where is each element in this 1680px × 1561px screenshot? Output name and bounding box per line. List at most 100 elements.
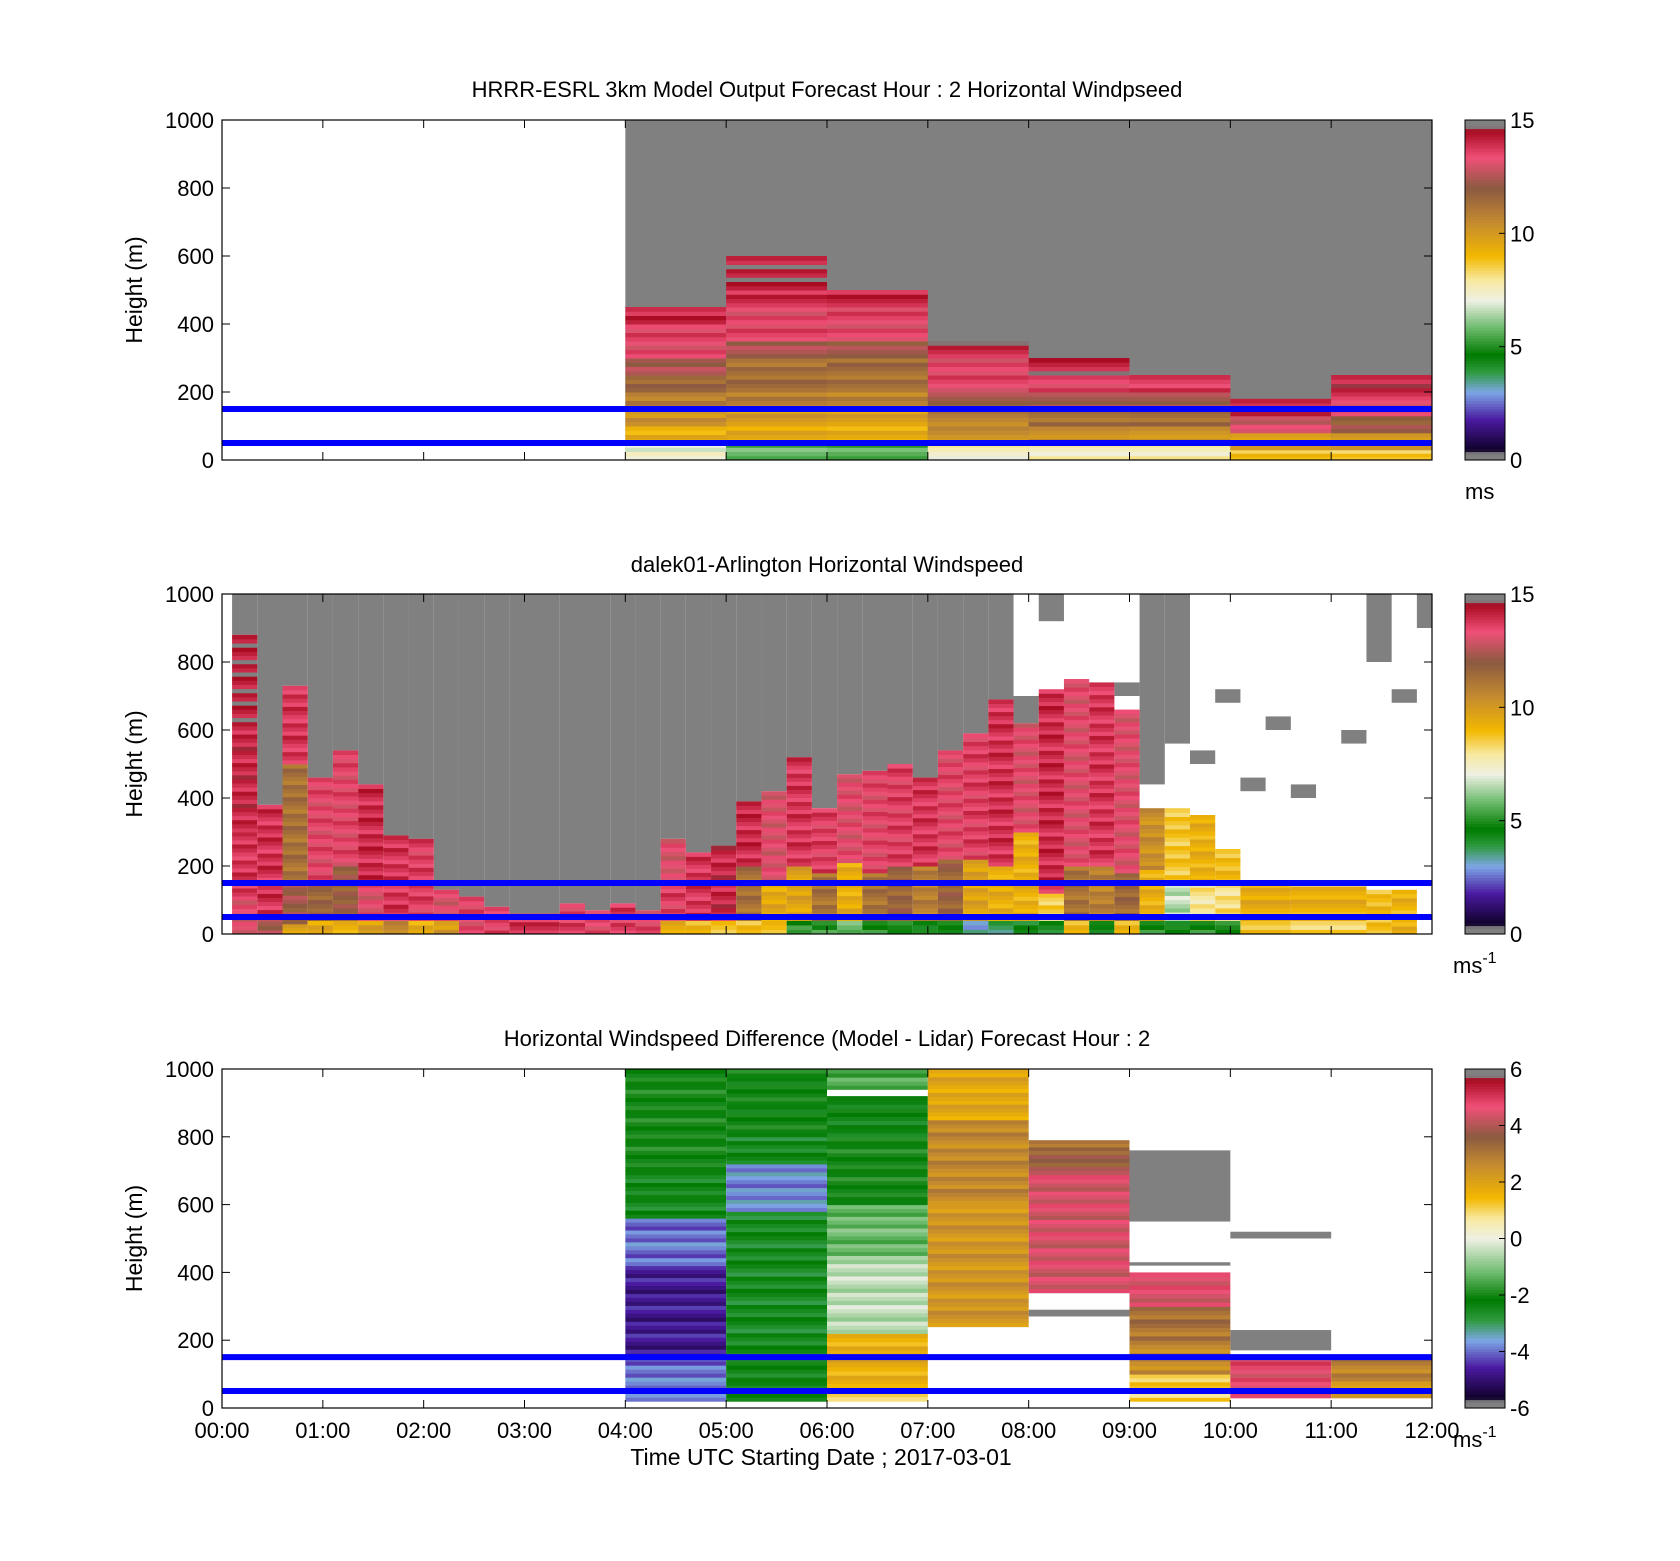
heatmap-cell [282, 911, 308, 917]
heatmap-cell [1028, 1195, 1130, 1200]
heatmap-cell [1139, 892, 1165, 898]
heatmap-cell [912, 899, 938, 905]
heatmap-cell [1139, 853, 1165, 858]
heatmap-cell [282, 907, 308, 913]
heatmap-cell [726, 447, 827, 452]
heatmap-cell [1129, 1297, 1231, 1303]
heatmap-cell [726, 281, 827, 287]
heatmap-cell [927, 1135, 1029, 1141]
heatmap-cell [1139, 836, 1165, 842]
heatmap-cell [827, 1308, 928, 1314]
heatmap-cell [988, 723, 1014, 729]
heatmap-cell [837, 870, 863, 876]
heatmap-cell [282, 870, 308, 876]
heatmap-cell [1028, 1247, 1130, 1253]
heatmap-cell [1139, 896, 1165, 902]
heatmap-cell [726, 311, 827, 316]
colorbar-swatch [1465, 667, 1505, 672]
colorbar-swatch [1465, 338, 1505, 342]
colorbar-swatch [1465, 1179, 1505, 1183]
colorbar-swatch [1465, 454, 1505, 458]
heatmap-cell [625, 1385, 727, 1390]
heatmap-cell [332, 771, 359, 776]
heatmap-cell [1391, 925, 1417, 931]
heatmap-cell [726, 1195, 827, 1201]
heatmap-cell [937, 758, 964, 763]
colorbar-swatch [1465, 1357, 1505, 1361]
heatmap-cell [726, 1308, 827, 1314]
heatmap-cell [1028, 1158, 1130, 1164]
heatmap-cell [383, 875, 409, 881]
heatmap-cell [963, 773, 989, 779]
heatmap-cell [726, 1227, 827, 1233]
heatmap-cell [1063, 735, 1090, 741]
colorbar-swatch [1465, 241, 1505, 246]
colorbar-swatch [1465, 1221, 1505, 1225]
heatmap-cell [358, 821, 384, 826]
heatmap-cell [625, 451, 727, 457]
colorbar-swatch [1465, 414, 1505, 419]
heatmap-cell [625, 1109, 727, 1115]
colorbar-swatch [1465, 851, 1505, 856]
heatmap-cell [1013, 739, 1039, 744]
heatmap-cell [988, 776, 1014, 782]
heatmap-cell [408, 908, 434, 913]
heatmap-cell [1038, 811, 1064, 817]
heatmap-cell [736, 907, 762, 913]
colorbar-swatch [1465, 352, 1505, 356]
heatmap-cell [1038, 803, 1064, 809]
heatmap-cell [232, 721, 258, 727]
colorbar-swatch [1465, 196, 1505, 200]
heatmap-cell [1129, 1289, 1231, 1295]
colorbar-swatch [1465, 741, 1505, 745]
heatmap-cell [1013, 832, 1039, 837]
y-tick-label: 0 [202, 1396, 214, 1421]
colorbar-swatch [1465, 1345, 1505, 1350]
heatmap-cell [726, 366, 827, 372]
heatmap-cell [332, 899, 359, 905]
heatmap-cell [988, 929, 1014, 934]
heatmap-cell [912, 886, 938, 892]
heatmap-cell [307, 830, 333, 835]
heatmap-cell [625, 1130, 727, 1135]
colorbar-swatch [1465, 1391, 1505, 1395]
colorbar-swatch [1465, 696, 1505, 700]
heatmap-cell [726, 387, 827, 393]
heatmap-cell [625, 1289, 727, 1294]
heatmap-cell [1230, 415, 1332, 421]
heatmap-cell [1063, 821, 1090, 826]
colorbar-swatch [1465, 928, 1505, 932]
heatmap-cell [625, 1170, 727, 1176]
heatmap-cell [1038, 929, 1064, 934]
heatmap-cell [963, 802, 989, 807]
heatmap-cell [726, 332, 827, 338]
heatmap-cell [927, 1164, 1029, 1169]
missing-data-block [610, 594, 636, 904]
heatmap-cell [1013, 844, 1039, 849]
colorbar-swatch [1465, 168, 1505, 172]
heatmap-cell [761, 823, 787, 828]
heatmap-cell [726, 264, 827, 270]
heatmap-cell [1028, 1143, 1130, 1148]
heatmap-cell [862, 888, 888, 894]
heatmap-cell [726, 285, 827, 291]
heatmap-cell [827, 1184, 928, 1190]
y-tick-label: 400 [177, 1260, 214, 1285]
colorbar-swatch [1465, 1249, 1505, 1254]
heatmap-cell [1028, 1219, 1130, 1225]
heatmap-cell [660, 864, 686, 870]
heatmap-cell [1038, 709, 1064, 715]
heatmap-cell [726, 1320, 827, 1326]
heatmap-cell [726, 1397, 827, 1402]
heatmap-cell [1215, 870, 1241, 875]
colorbar-swatch [1465, 815, 1505, 819]
heatmap-cell [635, 918, 661, 923]
heatmap-cell [1038, 900, 1064, 906]
heatmap-cell [988, 792, 1014, 798]
heatmap-cell [383, 908, 409, 913]
heatmap-cell [862, 896, 888, 902]
heatmap-cell [1089, 841, 1115, 847]
heatmap-cell [862, 787, 888, 792]
colorbar-swatch [1465, 173, 1505, 178]
colorbar-swatch [1465, 366, 1505, 370]
